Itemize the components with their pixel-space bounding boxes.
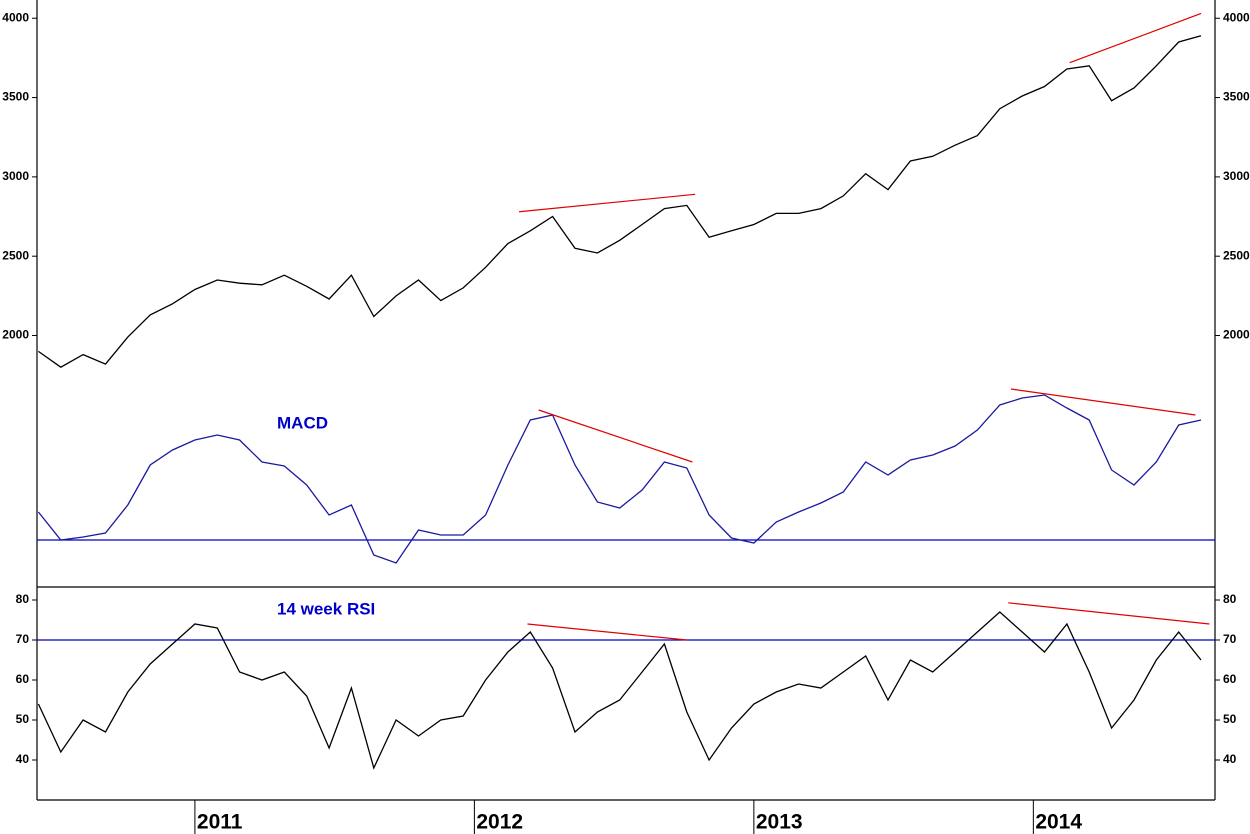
y-tick-label: 70 bbox=[16, 632, 30, 646]
trend-line bbox=[527, 623, 687, 641]
y-tick-label: 80 bbox=[1223, 592, 1237, 606]
trend-line bbox=[1069, 12, 1202, 64]
y-tick-label: 2000 bbox=[2, 328, 29, 342]
y-tick-label: 60 bbox=[16, 672, 30, 686]
y-tick-label: 50 bbox=[16, 712, 30, 726]
y-tick-label: 4000 bbox=[1223, 10, 1250, 24]
x-tick-label: 2014 bbox=[1035, 811, 1082, 834]
y-tick-label: 40 bbox=[16, 752, 30, 766]
panel-label: MACD bbox=[277, 413, 328, 432]
panel-label: 14 week RSI bbox=[277, 599, 375, 618]
x-tick-label: 2011 bbox=[197, 811, 243, 834]
y-tick-label: 60 bbox=[1223, 672, 1237, 686]
y-tick-label: 80 bbox=[16, 592, 30, 606]
y-tick-label: 40 bbox=[1223, 752, 1237, 766]
trend-line bbox=[538, 409, 693, 463]
y-tick-label: 3500 bbox=[2, 90, 29, 104]
y-tick-label: 4000 bbox=[2, 10, 29, 24]
y-tick-label: 3000 bbox=[2, 169, 29, 183]
data-line bbox=[37, 394, 1202, 564]
y-tick-label: 2500 bbox=[1223, 248, 1250, 262]
y-tick-label: 50 bbox=[1223, 712, 1237, 726]
x-tick-label: 2012 bbox=[476, 811, 523, 834]
y-tick-label: 2500 bbox=[2, 248, 29, 262]
trend-line bbox=[519, 193, 696, 213]
y-tick-label: 3000 bbox=[1223, 169, 1250, 183]
data-line bbox=[37, 611, 1202, 770]
trend-line bbox=[1010, 388, 1196, 416]
data-line bbox=[38, 35, 1202, 368]
y-tick-label: 2000 bbox=[1223, 328, 1250, 342]
y-tick-label: 3500 bbox=[1223, 90, 1250, 104]
trend-line bbox=[1008, 602, 1210, 625]
x-tick-label: 2013 bbox=[756, 811, 803, 834]
y-tick-label: 70 bbox=[1223, 632, 1237, 646]
